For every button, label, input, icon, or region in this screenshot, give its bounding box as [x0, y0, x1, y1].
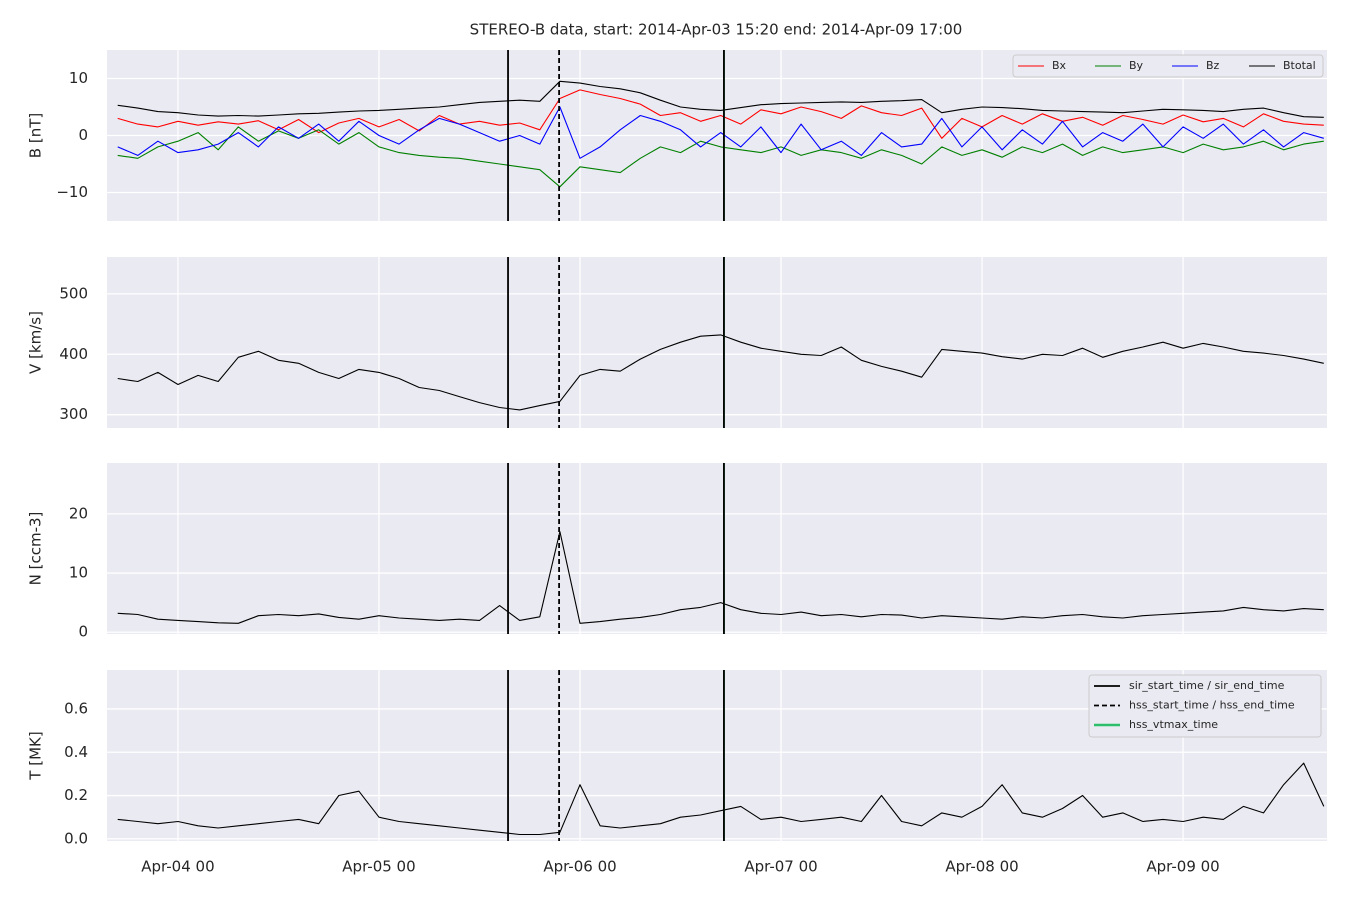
y-axis-label: T [MK] [27, 731, 45, 780]
legend-label: sir_start_time / sir_end_time [1129, 679, 1285, 692]
y-tick-label: 20 [69, 504, 88, 522]
chart-title: STEREO-B data, start: 2014-Apr-03 15:20 … [470, 21, 963, 39]
legend-label: Bx [1052, 59, 1067, 72]
legend-box [1088, 674, 1322, 738]
data-line [117, 334, 1324, 411]
legend-label: hss_vtmax_time [1129, 718, 1218, 731]
legend-label: hss_start_time / hss_end_time [1129, 699, 1295, 712]
x-tick-label: Apr-05 00 [342, 858, 415, 876]
y-tick-label: 0.2 [64, 786, 88, 804]
y-tick-label: 0 [78, 126, 88, 144]
data-line [117, 89, 1324, 139]
x-tick-label: Apr-04 00 [141, 858, 214, 876]
data-line [117, 531, 1324, 624]
plot-area [107, 257, 1327, 428]
x-tick-label: Apr-06 00 [543, 858, 616, 876]
y-tick-label: 0.4 [64, 743, 88, 761]
data-line [117, 80, 1324, 118]
data-line [117, 106, 1324, 159]
legend-label: Bz [1206, 59, 1220, 72]
x-tick-label: Apr-07 00 [744, 858, 817, 876]
x-tick-label: Apr-09 00 [1146, 858, 1219, 876]
y-tick-label: 400 [59, 345, 88, 363]
x-tick-label: Apr-08 00 [945, 858, 1018, 876]
legend-label: Btotal [1283, 59, 1316, 72]
data-line [117, 126, 1324, 188]
data-line [117, 762, 1325, 836]
y-tick-label: 10 [69, 564, 88, 582]
y-axis-label: N [ccm-3] [27, 512, 45, 586]
legend-label: By [1129, 59, 1144, 72]
legend-box [1012, 54, 1324, 78]
y-tick-label: 0 [78, 623, 88, 641]
plot-area [107, 463, 1327, 634]
y-axis-label: V [km/s] [27, 311, 45, 374]
y-tick-label: 300 [59, 405, 88, 423]
y-tick-label: 500 [59, 284, 88, 302]
y-axis-label: B [nT] [27, 113, 45, 158]
y-tick-label: −10 [56, 183, 88, 201]
y-tick-label: 0.0 [64, 829, 88, 847]
y-tick-label: 10 [69, 69, 88, 87]
y-tick-label: 0.6 [64, 699, 88, 717]
